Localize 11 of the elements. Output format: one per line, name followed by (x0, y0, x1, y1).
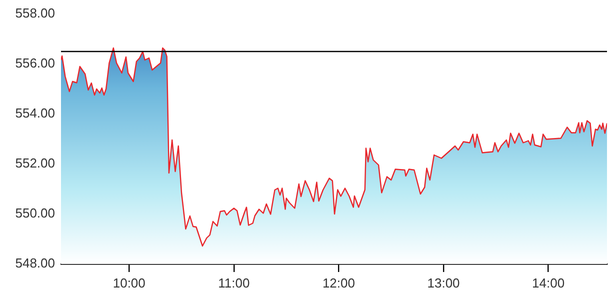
y-tick-label: 548.00 (15, 256, 55, 271)
y-tick-label: 550.00 (15, 206, 55, 221)
x-tick-label: 12:00 (322, 275, 355, 290)
x-tick-label: 10:00 (112, 275, 146, 290)
x-tick-label: 13:00 (427, 275, 460, 290)
x-tick-label: 14:00 (532, 275, 565, 290)
y-tick-label: 554.00 (15, 106, 55, 121)
x-tick-label: 11:00 (218, 275, 250, 290)
y-tick-label: 552.00 (15, 156, 55, 171)
y-tick-label: 556.00 (15, 56, 55, 71)
y-tick-label: 558.00 (15, 6, 55, 21)
